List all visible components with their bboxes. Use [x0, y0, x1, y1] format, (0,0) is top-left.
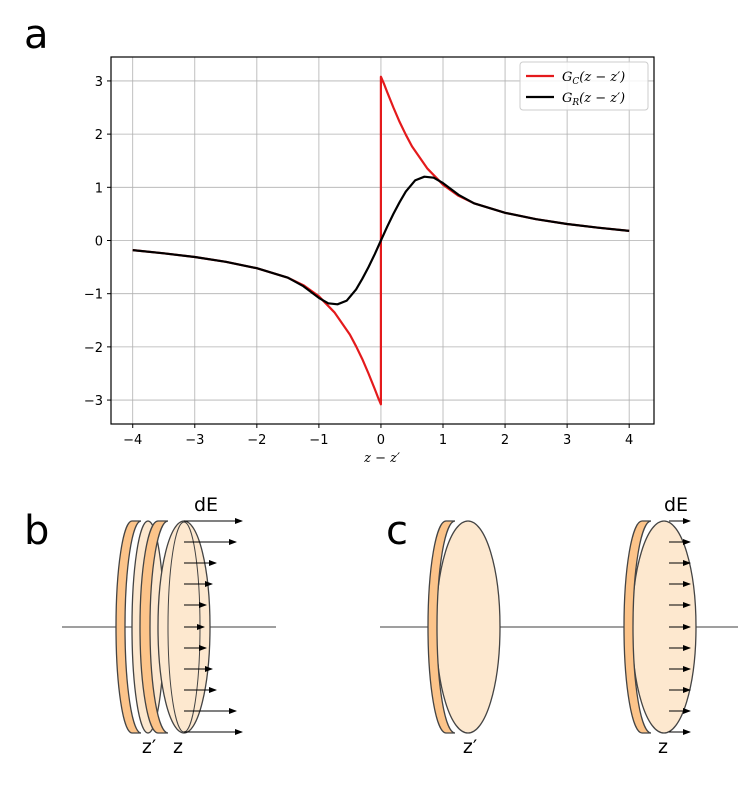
legend: GC(z − z′) GR(z − z′)	[519, 61, 649, 111]
legend-label: GR(z − z′)	[562, 91, 625, 108]
field-arrows-c	[669, 518, 691, 735]
y-tick-label: 3	[95, 75, 103, 90]
x-tick-label: 3	[563, 433, 571, 448]
chart-panel-a: −4 −3 −2 −1 0 1 2 3 4 −3 −2 −1 0 1 2 3 z − z′ GC(z − z′…	[84, 56, 655, 466]
ring-label-z-prime-c: z′	[463, 736, 477, 758]
x-tick-label: −2	[247, 433, 266, 448]
x-axis-label: z − z′	[363, 451, 400, 466]
y-tick-label: −3	[84, 394, 103, 409]
field-arrows-b	[184, 518, 243, 735]
x-tick-label: −3	[185, 433, 204, 448]
diagram-panel-c: dE z′ z	[380, 494, 738, 758]
grid	[111, 57, 654, 424]
x-tick-label: −4	[123, 433, 142, 448]
diagram-panel-b: dE z′ z	[62, 494, 276, 758]
panel-label-a: a	[24, 12, 49, 58]
x-tick-label: −1	[309, 433, 328, 448]
ring-z-prime-c	[427, 520, 501, 734]
ring-label-z-c: z	[658, 736, 668, 758]
x-tick-label: 2	[501, 433, 509, 448]
y-tick-label: −1	[84, 288, 103, 303]
x-tick-label: 0	[377, 433, 385, 448]
x-tick-label: 1	[439, 433, 447, 448]
axis-ticks: −4 −3 −2 −1 0 1 2 3 4 −3 −2 −1 0 1 2 3	[84, 75, 633, 448]
ring-z-c	[623, 520, 697, 734]
ring-label-z-prime-b: z′	[142, 736, 156, 758]
panel-label-b: b	[24, 508, 49, 554]
y-tick-label: 0	[95, 235, 103, 250]
legend-label: GC(z − z′)	[562, 70, 625, 87]
y-tick-label: 2	[95, 128, 103, 143]
series-line-gr	[132, 175, 630, 306]
panel-label-c: c	[386, 508, 408, 554]
y-tick-label: 1	[95, 181, 103, 196]
field-label-b: dE	[194, 494, 218, 516]
field-label-c: dE	[664, 494, 688, 516]
y-tick-label: −2	[84, 341, 103, 356]
x-tick-label: 4	[625, 433, 633, 448]
series-layer	[132, 75, 630, 406]
ring-label-z-b: z	[173, 736, 183, 758]
